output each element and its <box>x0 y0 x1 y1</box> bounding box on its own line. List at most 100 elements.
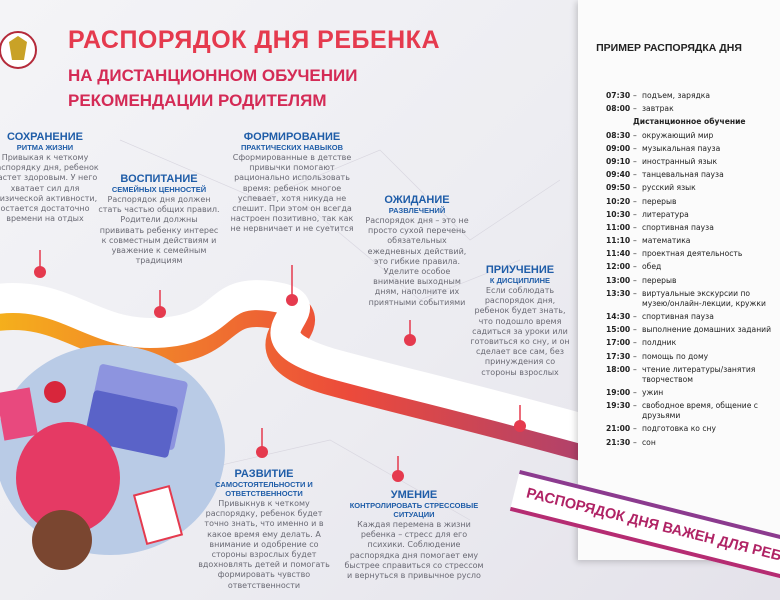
separator: – <box>633 222 637 232</box>
schedule-activity: окружающий мир <box>642 130 714 140</box>
separator: – <box>633 183 637 193</box>
section-subheading: СЕМЕЙНЫХ ЦЕННОСТЕЙ <box>111 185 207 194</box>
schedule-activity: полдник <box>642 338 677 348</box>
section-subheading: РАЗВЛЕЧЕНИЙ <box>388 206 446 215</box>
schedule-time: 12:00 <box>606 262 631 272</box>
schedule-time: 19:00 <box>606 387 631 397</box>
section-heading: ФОРМИРОВАНИЕ <box>243 131 341 143</box>
schedule-time: 13:00 <box>606 275 631 285</box>
schedule-activity: подъем, зарядка <box>642 91 711 100</box>
schedule-row: 13:30– виртуальные экскурсии по музею/онл… <box>606 289 776 309</box>
schedule-row: 09:40– танцевальная пауза <box>606 170 776 180</box>
schedule-activity: помощь по дому <box>642 351 709 361</box>
schedule-time: 10:20 <box>606 196 631 206</box>
schedule-time: 07:30 <box>606 91 631 100</box>
schedule-time: 17:30 <box>606 351 631 361</box>
section-subheading: К ДИСЦИПЛИНЕ <box>489 276 551 285</box>
separator: – <box>633 104 637 114</box>
section-text: Привыкая к четкому распорядку дня, ребен… <box>0 153 99 224</box>
schedule-activity: математика <box>642 236 691 246</box>
schedule-row: 09:10– иностранный язык <box>606 157 776 167</box>
schedule-time: 10:30 <box>606 209 631 219</box>
schedule-row: 07:30– подъем, зарядка <box>606 91 776 101</box>
schedule-row: 09:00– музыкальная пауза <box>606 144 776 154</box>
schedule-row: 21:30– сон <box>606 438 776 448</box>
schedule-activity: перерыв <box>642 275 677 285</box>
schedule-row: 08:00– завтрак <box>606 104 776 114</box>
schedule-row: 11:00– спортивная пауза <box>606 223 776 233</box>
schedule-activity: завтрак <box>642 104 674 114</box>
separator: – <box>633 130 637 140</box>
schedule-time: 09:40 <box>606 170 631 180</box>
schedule-activity: ужин <box>642 387 664 397</box>
section-heading: РАЗВИТИЕ <box>234 468 294 480</box>
section-heading: ОЖИДАНИЕ <box>384 194 450 206</box>
section: ОЖИДАНИЕ РАЗВЛЕЧЕНИЙ Распорядок дня – эт… <box>362 194 472 308</box>
schedule-activity: русский язык <box>642 183 696 193</box>
separator: – <box>633 170 637 180</box>
title: РАСПОРЯДОК ДНЯ РЕБЕНКА <box>68 26 440 54</box>
schedule-row: 11:10– математика <box>606 236 776 246</box>
schedule-time: 08:30 <box>606 130 631 140</box>
schedule-activity: иностранный язык <box>642 156 718 166</box>
schedule-row: 18:00– чтение литературы/занятия творчест… <box>606 365 776 385</box>
subtitle: НА ДИСТАНЦИОННОМ ОБУЧЕНИИ <box>68 66 358 85</box>
schedule-time: 18:00 <box>606 364 631 374</box>
section: ВОСПИТАНИЕ СЕМЕЙНЫХ ЦЕННОСТЕЙ Распорядок… <box>98 173 220 266</box>
schedule-activity: перерыв <box>642 196 677 206</box>
schedule-row: 17:30– помощь по дому <box>606 352 776 362</box>
schedule-time: 09:10 <box>606 156 631 166</box>
schedule-time: 09:50 <box>606 183 631 193</box>
schedule-time: 19:30 <box>606 401 631 411</box>
schedule-row: 09:50– русский язык <box>606 183 776 193</box>
separator: – <box>633 236 637 246</box>
separator: – <box>633 325 637 335</box>
schedule-time: 11:40 <box>606 249 631 259</box>
schedule-activity: виртуальные экскурсии по музею/онлайн-ле… <box>642 288 766 308</box>
schedule-time: 14:30 <box>606 312 631 321</box>
section: УМЕНИЕ КОНТРОЛИРОВАТЬ СТРЕССОВЫЕ СИТУАЦИ… <box>344 489 484 581</box>
separator: – <box>633 249 637 259</box>
section: РАЗВИТИЕ САМОСТОЯТЕЛЬНОСТИ И ОТВЕТСТВЕНН… <box>196 468 332 591</box>
schedule-time: 13:30 <box>606 288 631 298</box>
separator: – <box>633 262 637 272</box>
section-heading: УМЕНИЕ <box>390 489 438 501</box>
schedule-row: 13:00– перерыв <box>606 276 776 286</box>
separator: – <box>633 156 637 166</box>
schedule-activity: спортивная пауза <box>642 222 714 232</box>
section-text: Распорядок дня – это не просто сухой пер… <box>365 216 469 307</box>
schedule-activity: танцевальная пауза <box>642 170 724 180</box>
schedule-time: 21:30 <box>606 437 631 447</box>
schedule-time: 17:00 <box>606 338 631 348</box>
schedule-row: 21:00– подготовка ко сну <box>606 424 776 434</box>
schedule-time: 15:00 <box>606 325 631 335</box>
schedule-row: 14:30– спортивная пауза <box>606 312 776 322</box>
separator: – <box>633 387 637 397</box>
separator: – <box>633 351 637 361</box>
schedule-row: 10:20– перерыв <box>606 197 776 207</box>
schedule-activity: литература <box>642 209 689 219</box>
schedule-activity: чтение литературы/занятия творчеством <box>642 364 756 384</box>
schedule-row: 12:00– обед <box>606 262 776 272</box>
schedule-row: 19:30– свободное время, общение с друзьям… <box>606 401 776 421</box>
schedule-row: 15:00– выполнение домашних заданий <box>606 325 776 335</box>
schedule-title: ПРИМЕР РАСПОРЯДКА ДНЯ <box>596 42 742 54</box>
section-subheading: САМОСТОЯТЕЛЬНОСТИ И ОТВЕТСТВЕННОСТИ <box>215 480 313 498</box>
separator: – <box>633 91 637 100</box>
schedule-time: 11:00 <box>606 222 631 232</box>
schedule-time: 08:00 <box>606 104 631 114</box>
separator: – <box>633 424 637 434</box>
schedule-activity: подготовка ко сну <box>642 424 716 434</box>
separator: – <box>633 209 637 219</box>
tagline: РЕКОМЕНДАЦИИ РОДИТЕЛЯМ <box>68 91 327 110</box>
schedule-time: 09:00 <box>606 143 631 153</box>
section: СОХРАНЕНИЕ РИТМА ЖИЗНИ Привыкая к четком… <box>0 131 104 224</box>
schedule-activity: спортивная пауза <box>642 312 714 321</box>
schedule-activity: сон <box>642 437 656 447</box>
schedule-activity: музыкальная пауза <box>642 143 721 153</box>
schedule-row: 19:00– ужин <box>606 388 776 398</box>
section-subheading: РИТМА ЖИЗНИ <box>16 143 74 152</box>
separator: – <box>633 275 637 285</box>
